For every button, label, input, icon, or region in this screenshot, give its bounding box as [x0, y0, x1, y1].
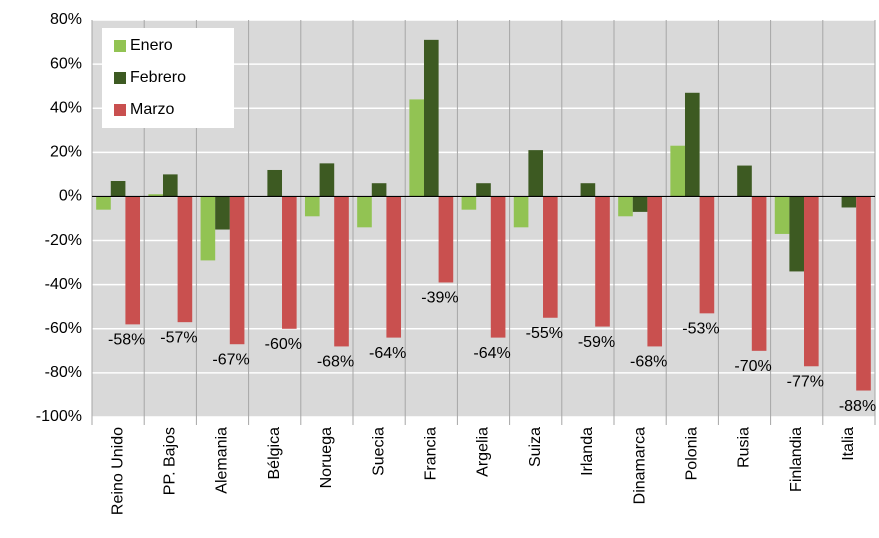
- y-tick-label: -20%: [45, 232, 82, 249]
- y-tick-label: 80%: [50, 11, 82, 28]
- bar: [476, 183, 491, 197]
- data-label: -58%: [108, 332, 145, 349]
- bar: [618, 196, 633, 217]
- bar: [357, 196, 372, 228]
- bar: [513, 196, 529, 228]
- bar: [200, 196, 216, 261]
- data-label: -59%: [578, 334, 615, 351]
- y-tick-label: 20%: [50, 144, 82, 161]
- bar: [751, 196, 767, 351]
- x-tick-label: Reino Unido: [109, 427, 126, 515]
- bar: [304, 196, 320, 217]
- data-label: -68%: [317, 354, 354, 371]
- x-tick-label: Argelia: [475, 427, 492, 477]
- bar: [386, 196, 402, 338]
- bar: [319, 163, 335, 197]
- bar: [528, 150, 544, 197]
- bar: [148, 194, 163, 197]
- y-tick-label: 60%: [50, 55, 82, 72]
- bar: [841, 196, 857, 208]
- bar: [595, 196, 610, 327]
- legend-label: Enero: [130, 37, 173, 54]
- data-label: -77%: [787, 373, 824, 390]
- bar: [647, 196, 663, 347]
- x-tick-label: Noruega: [318, 427, 335, 488]
- bar: [371, 183, 387, 197]
- x-tick-label: Bélgica: [266, 427, 283, 480]
- bar: [737, 165, 752, 197]
- bar: [490, 196, 506, 338]
- x-tick-label: Suiza: [527, 427, 544, 467]
- bar: [177, 196, 193, 323]
- data-label: -64%: [369, 345, 406, 362]
- bar: [438, 196, 454, 283]
- bar: [856, 196, 871, 391]
- bar: [543, 196, 558, 318]
- legend-swatch: [114, 104, 126, 116]
- x-tick-label: Italia: [840, 427, 857, 461]
- bar: [580, 183, 596, 197]
- data-label: -53%: [682, 321, 719, 338]
- data-label: -64%: [473, 345, 510, 362]
- bar: [162, 174, 178, 197]
- data-label: -60%: [265, 336, 302, 353]
- bar: [282, 196, 297, 329]
- data-label: -88%: [839, 398, 876, 415]
- x-tick-label: Dinamarca: [631, 427, 648, 504]
- bar: [267, 169, 283, 197]
- bar: [774, 196, 790, 234]
- bar: [699, 196, 715, 314]
- x-tick-label: Polonia: [684, 427, 701, 480]
- x-tick-label: Alemania: [214, 427, 231, 494]
- x-tick-label: Rusia: [736, 427, 753, 468]
- y-tick-label: 0%: [59, 188, 82, 205]
- x-tick-label: PP. Bajos: [162, 427, 179, 495]
- y-tick-label: -100%: [36, 408, 82, 425]
- data-label: -68%: [630, 354, 667, 371]
- bar: [334, 196, 349, 347]
- y-tick-label: -40%: [45, 276, 82, 293]
- x-tick-label: Finlandia: [788, 427, 805, 492]
- legend-swatch: [114, 40, 126, 52]
- data-label: -67%: [212, 351, 249, 368]
- bar: [804, 196, 819, 367]
- x-tick-label: Francia: [423, 427, 440, 480]
- x-tick-label: Irlanda: [579, 427, 596, 476]
- data-label: -57%: [160, 329, 197, 346]
- bar: [632, 196, 648, 212]
- bar: [684, 92, 700, 197]
- data-label: -55%: [526, 325, 563, 342]
- x-tick-label: Suecia: [370, 427, 387, 476]
- y-tick-label: 40%: [50, 99, 82, 116]
- bar: [789, 196, 805, 272]
- bar: [96, 196, 111, 210]
- bar: [229, 196, 245, 345]
- bar: [125, 196, 141, 325]
- bar: [670, 145, 685, 197]
- data-label: -70%: [734, 358, 771, 375]
- bar: [110, 181, 126, 197]
- bar: [423, 39, 439, 197]
- y-tick-label: -60%: [45, 320, 82, 337]
- bar: [409, 99, 424, 197]
- legend-label: Febrero: [130, 69, 186, 86]
- bar: [215, 196, 230, 230]
- y-tick-label: -80%: [45, 364, 82, 381]
- legend-swatch: [114, 72, 126, 84]
- bar: [461, 196, 477, 210]
- data-label: -39%: [421, 290, 458, 307]
- legend-label: Marzo: [130, 101, 175, 118]
